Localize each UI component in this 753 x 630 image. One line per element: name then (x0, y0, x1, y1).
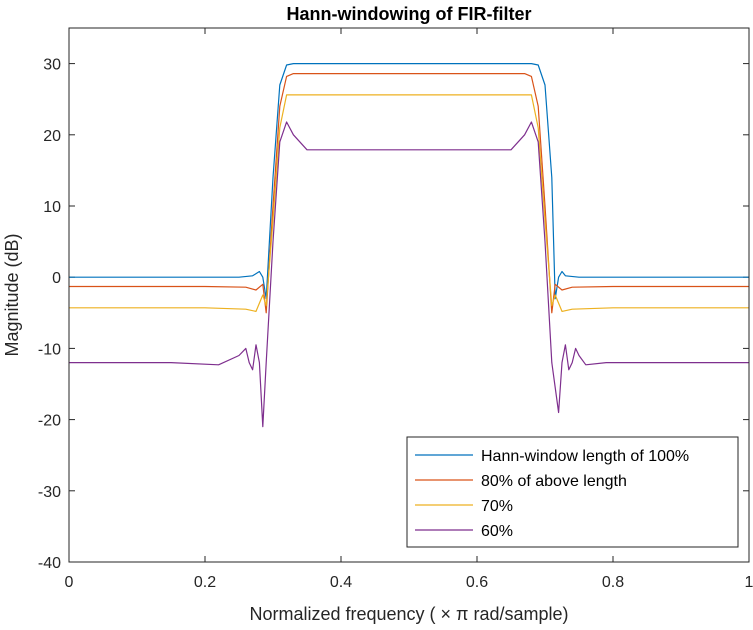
y-tick-label: -30 (38, 484, 61, 501)
x-tick-label: 0.6 (466, 574, 488, 591)
y-axis-label: Magnitude (dB) (2, 233, 22, 356)
x-tick-label: 0.8 (602, 574, 624, 591)
legend-label-2: 80% of above length (481, 473, 627, 490)
legend-label-1: Hann-window length of 100% (481, 448, 689, 465)
series-line-1 (69, 62, 749, 300)
legend: Hann-window length of 100% 80% of above l… (406, 436, 739, 548)
chart-title: Hann-windowing of FIR-filter (287, 4, 532, 24)
x-tick-label: 0 (65, 574, 74, 591)
y-tick-label: -40 (38, 555, 61, 572)
y-tick-label: 10 (43, 199, 61, 216)
series-layer (69, 62, 749, 428)
y-tick-label: -10 (38, 341, 61, 358)
plot-frame (68, 27, 750, 563)
legend-label-4: 60% (481, 523, 513, 540)
x-tick-label: 1 (745, 574, 753, 591)
legend-label-3: 70% (481, 498, 513, 515)
series-line-4 (69, 121, 749, 428)
x-axis-label: Normalized frequency ( × π rad/sample) (249, 604, 568, 624)
y-tick-label: 30 (43, 57, 61, 74)
series-line-3 (69, 94, 749, 312)
x-tick-label: 0.4 (330, 574, 352, 591)
y-tick-label: 0 (52, 270, 61, 287)
series-line-2 (69, 72, 749, 314)
x-tick-label: 0.2 (194, 574, 216, 591)
y-tick-label: -20 (38, 413, 61, 430)
y-tick-label: 20 (43, 128, 61, 145)
